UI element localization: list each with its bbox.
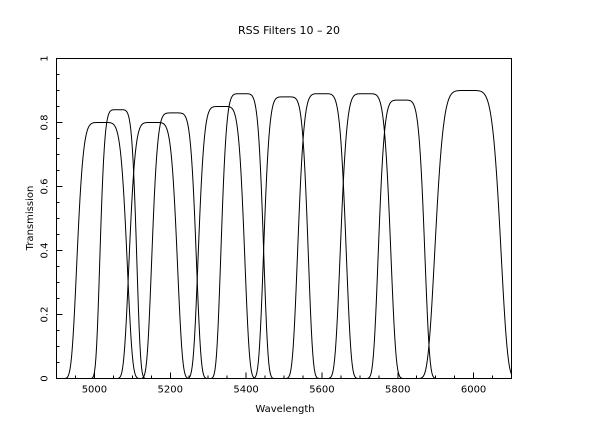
y-tick-label: 1 [40, 55, 51, 61]
y-tick-label: 0.6 [40, 179, 51, 195]
filter-curve-5 [56, 106, 512, 379]
y-tick-label: 0.8 [40, 115, 51, 131]
x-tick-label: 5800 [385, 385, 410, 396]
plot-frame [56, 58, 512, 379]
x-tick-label: 6000 [461, 385, 486, 396]
chart-title: RSS Filters 10 – 20 [238, 24, 340, 37]
x-tick-label: 5000 [82, 385, 107, 396]
filter-curve-8 [56, 93, 512, 379]
filter-curve-7 [56, 96, 512, 379]
filter-curve-2 [56, 109, 512, 379]
filter-curve-10 [56, 99, 512, 379]
filter-curve-11 [56, 90, 512, 379]
x-tick-label: 5600 [309, 385, 334, 396]
y-tick-label: 0.4 [40, 243, 51, 259]
axis-ticks: 5000 5200 5400 5600 5800 6000 0 0.2 0.4 0.6 0.8 1 [40, 55, 512, 396]
filter-curve-9 [56, 93, 512, 379]
x-tick-label: 5400 [233, 385, 258, 396]
x-tick-label: 5200 [158, 385, 183, 396]
filter-curves [56, 90, 512, 379]
filter-curve-3 [56, 122, 512, 379]
y-axis-label: Transmission [25, 186, 36, 252]
y-tick-label: 0 [40, 375, 51, 381]
filter-curve-6 [56, 93, 512, 379]
y-tick-label: 0.2 [40, 307, 51, 323]
x-axis-label: Wavelength [255, 404, 314, 415]
